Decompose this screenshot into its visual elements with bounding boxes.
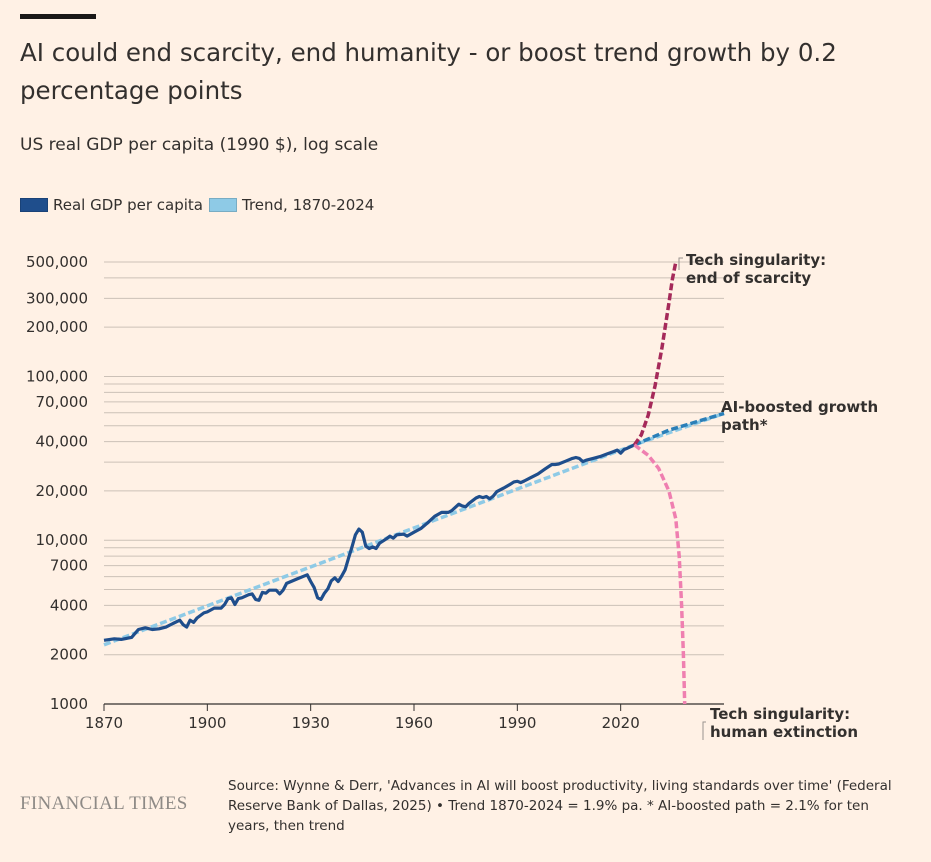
leader-end-of-scarcity bbox=[678, 257, 683, 270]
label-end-of-scarcity-line-1: end of scarcity bbox=[686, 269, 811, 287]
y-tick-label-40000: 40,000 bbox=[36, 433, 89, 451]
legend-swatch-trend bbox=[208, 198, 237, 212]
y-tick-label-10000: 10,000 bbox=[36, 531, 89, 549]
leader-human-extinction bbox=[702, 721, 706, 740]
y-tick-label-100000: 100,000 bbox=[26, 367, 88, 385]
x-tick-label-1990: 1990 bbox=[498, 714, 536, 732]
legend-label-trend: Trend, 1870-2024 bbox=[241, 196, 375, 214]
legend-item-trend: Trend, 1870-2024 bbox=[208, 196, 375, 214]
brand-top-bar bbox=[20, 14, 96, 19]
legend-swatch-gdp bbox=[20, 198, 48, 212]
x-tick-label-2020: 2020 bbox=[602, 714, 640, 732]
y-tick-label-4000: 4000 bbox=[50, 596, 88, 614]
x-tick-label-1960: 1960 bbox=[395, 714, 433, 732]
human-extinction-line bbox=[633, 443, 687, 705]
y-tick-label-1000: 1000 bbox=[50, 695, 88, 713]
legend-label-gdp: Real GDP per capita bbox=[53, 196, 203, 214]
label-end-of-scarcity-line-0: Tech singularity: bbox=[686, 251, 826, 269]
chart-title: AI could end scarcity, end humanity - or… bbox=[20, 38, 837, 105]
y-tick-label-70000: 70,000 bbox=[36, 393, 89, 411]
chart-subtitle: US real GDP per capita (1990 $), log sca… bbox=[20, 135, 379, 155]
y-tick-label-7000: 7000 bbox=[50, 557, 88, 575]
x-tick-label-1900: 1900 bbox=[188, 714, 226, 732]
legend-item-gdp: Real GDP per capita bbox=[20, 196, 203, 214]
source-note: Source: Wynne & Derr, 'Advances in AI wi… bbox=[228, 778, 892, 834]
label-ai-boosted-line-0: AI-boosted growth bbox=[721, 398, 878, 416]
y-tick-label-300000: 300,000 bbox=[26, 289, 88, 307]
gdp-line bbox=[103, 443, 636, 642]
label-end-of-scarcity: Tech singularity: end of scarcity bbox=[686, 251, 826, 287]
label-ai-boosted: AI-boosted growth path* bbox=[721, 398, 878, 434]
x-tick-label-1930: 1930 bbox=[292, 714, 330, 732]
y-tick-label-2000: 2000 bbox=[50, 646, 88, 664]
y-tick-label-500000: 500,000 bbox=[26, 253, 88, 271]
label-ai-boosted-line-1: path* bbox=[721, 416, 768, 434]
ai-boosted-line bbox=[633, 411, 725, 447]
y-tick-label-20000: 20,000 bbox=[36, 482, 89, 500]
ft-logo: FINANCIAL TIMES bbox=[20, 793, 188, 814]
x-tick-label-1870: 1870 bbox=[85, 714, 123, 732]
end-of-scarcity-line bbox=[632, 261, 678, 446]
label-human-extinction-line-1: human extinction bbox=[710, 723, 858, 741]
legend: Real GDP per capita Trend, 1870-2024 bbox=[20, 196, 380, 214]
label-human-extinction-line-0: Tech singularity: bbox=[710, 705, 850, 723]
y-tick-label-200000: 200,000 bbox=[26, 318, 88, 336]
label-human-extinction: Tech singularity: human extinction bbox=[710, 705, 858, 741]
